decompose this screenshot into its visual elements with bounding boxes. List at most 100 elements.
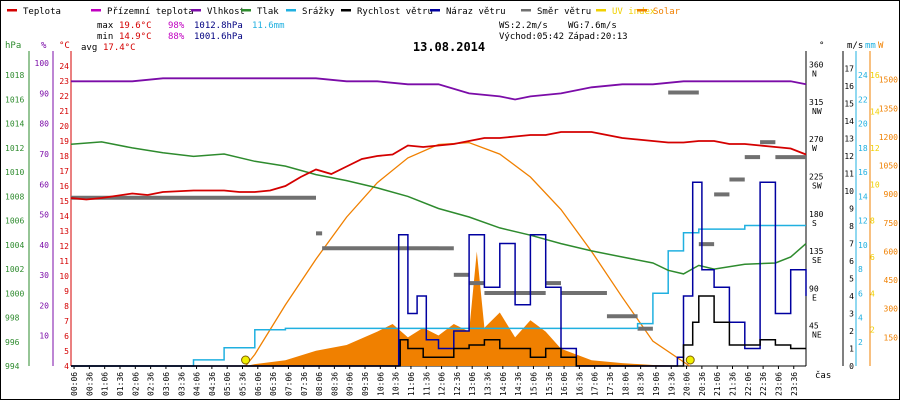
tick-label-dir: 225: [809, 172, 824, 181]
x-tick-label: 04:06: [193, 372, 202, 396]
tick-label-mm: 10: [858, 241, 868, 250]
x-tick-label: 03:06: [162, 372, 171, 396]
x-tick-label: 12:36: [453, 372, 462, 396]
tick-label-temp: 20: [59, 122, 69, 131]
x-tick-label: 23:06: [774, 372, 783, 396]
tick-label-temp: 8: [64, 302, 69, 311]
axis-unit-ms: m/s: [847, 41, 863, 51]
x-tick-label: 11:06: [407, 372, 416, 396]
tick-label-temp: 24: [59, 62, 69, 71]
axis-unit-pct: %: [41, 41, 47, 51]
tick-label-temp: 12: [59, 242, 69, 251]
pressure-line: [70, 141, 807, 275]
tick-label-temp: 22: [59, 92, 69, 101]
legend-swatch: [341, 9, 351, 12]
tick-label-ms: 15: [844, 100, 854, 109]
tick-label-ms: 13: [844, 135, 854, 144]
x-tick-label: 10:06: [376, 372, 385, 396]
x-tick-label: 12:06: [438, 372, 447, 396]
x-tick-label: 22:36: [759, 372, 768, 396]
legend-label: Vlhkost: [207, 7, 245, 17]
tick-label-temp: 19: [59, 137, 69, 146]
x-tick-label: 13:06: [468, 372, 477, 396]
x-tick-label: 17:36: [606, 372, 615, 396]
tick-label-temp: 16: [59, 182, 69, 191]
info-ws: WS:2.2m/s: [499, 21, 548, 31]
axis-unit-mm: mm: [865, 41, 876, 51]
tick-label-temp: 10: [59, 272, 69, 281]
x-tick-label: 10:36: [392, 372, 401, 396]
x-tick-label: 09:36: [361, 372, 370, 396]
x-tick-label: 04:36: [208, 372, 217, 396]
tick-label-compass: E: [812, 293, 817, 302]
info-wg: WG:7.6m/s: [568, 21, 617, 31]
x-tick-label: 00:06: [70, 372, 79, 396]
tick-label-mm: 2: [858, 338, 863, 347]
tick-label-uv: 16: [870, 71, 880, 80]
tick-label-uv: 10: [870, 180, 880, 189]
tick-label-pct: 20: [39, 301, 49, 310]
tick-label-mm: 24: [858, 71, 868, 80]
tick-label-compass: NW: [812, 107, 822, 116]
tick-label-ms: 9: [849, 205, 854, 214]
tick-label-compass: NE: [812, 331, 822, 340]
x-tick-label: 14:36: [514, 372, 523, 396]
legend-swatch: [596, 9, 606, 12]
tick-label-mm: 4: [858, 314, 863, 323]
tick-label-dir: 135: [809, 247, 824, 256]
tick-label-w: 750: [884, 219, 899, 228]
tick-label-pct: 100: [35, 59, 50, 68]
tick-label-temp: 17: [59, 167, 69, 176]
tick-label-ms: 6: [849, 257, 854, 266]
x-tick-label: 21:36: [729, 372, 738, 396]
tick-label-ms: 14: [844, 117, 854, 126]
tick-label-hpa: 1008: [5, 192, 24, 201]
tick-label-pct: 60: [39, 180, 49, 189]
tick-label-ms: 0: [849, 362, 854, 371]
tick-label-w: 600: [884, 247, 899, 256]
sunrise-marker: [241, 355, 251, 365]
tick-label-mm: 22: [858, 95, 868, 104]
stat-avg-temp: 17.4°C: [103, 43, 136, 53]
tick-label-compass: SW: [812, 181, 822, 190]
tick-label-temp: 7: [64, 317, 69, 326]
x-tick-label: 08:36: [330, 372, 339, 396]
stat-max-temp: 19.6°C: [119, 21, 152, 31]
legend-swatch: [91, 9, 101, 12]
tick-label-temp: 13: [59, 227, 69, 236]
tick-label-temp: 14: [59, 212, 69, 221]
tick-label-compass: W: [812, 144, 817, 153]
tick-label-hpa: 1014: [5, 120, 24, 129]
x-tick-label: 07:36: [300, 372, 309, 396]
tick-label-temp: 23: [59, 77, 69, 86]
legend-label: UV index: [612, 7, 656, 17]
tick-label-ms: 3: [849, 310, 854, 319]
humidity-line: [71, 77, 807, 101]
legend-label: Srážky: [302, 7, 335, 17]
tick-label-temp: 6: [64, 332, 69, 341]
info-sunrise: Východ:05:42: [499, 32, 564, 42]
legend-swatch: [241, 9, 251, 12]
tick-label-pct: 30: [39, 271, 49, 280]
x-tick-label: 15:36: [545, 372, 554, 396]
wind-speed-line: [71, 295, 806, 367]
tick-label-temp: 18: [59, 152, 69, 161]
stat-min-press: 1001.6hPa: [194, 32, 243, 42]
temperature-line: [70, 131, 807, 201]
tick-label-dir: 90: [809, 284, 819, 293]
tick-label-w: 450: [884, 276, 899, 285]
tick-label-hpa: 1016: [5, 95, 24, 104]
legend-swatch: [286, 9, 296, 12]
x-tick-label: 20:36: [698, 372, 707, 396]
tick-label-uv: 8: [870, 217, 875, 226]
tick-label-ms: 4: [849, 292, 854, 301]
x-tick-label: 18:06: [621, 372, 630, 396]
x-tick-label: 13:36: [484, 372, 493, 396]
legend-label: Tlak: [257, 7, 279, 17]
legend-label: Směr větru: [537, 7, 591, 17]
x-tick-label: 19:36: [667, 372, 676, 396]
x-tick-label: 02:06: [131, 372, 140, 396]
tick-label-ms: 12: [844, 152, 854, 161]
rain-line: [71, 224, 806, 367]
tick-label-dir: 315: [809, 98, 824, 107]
